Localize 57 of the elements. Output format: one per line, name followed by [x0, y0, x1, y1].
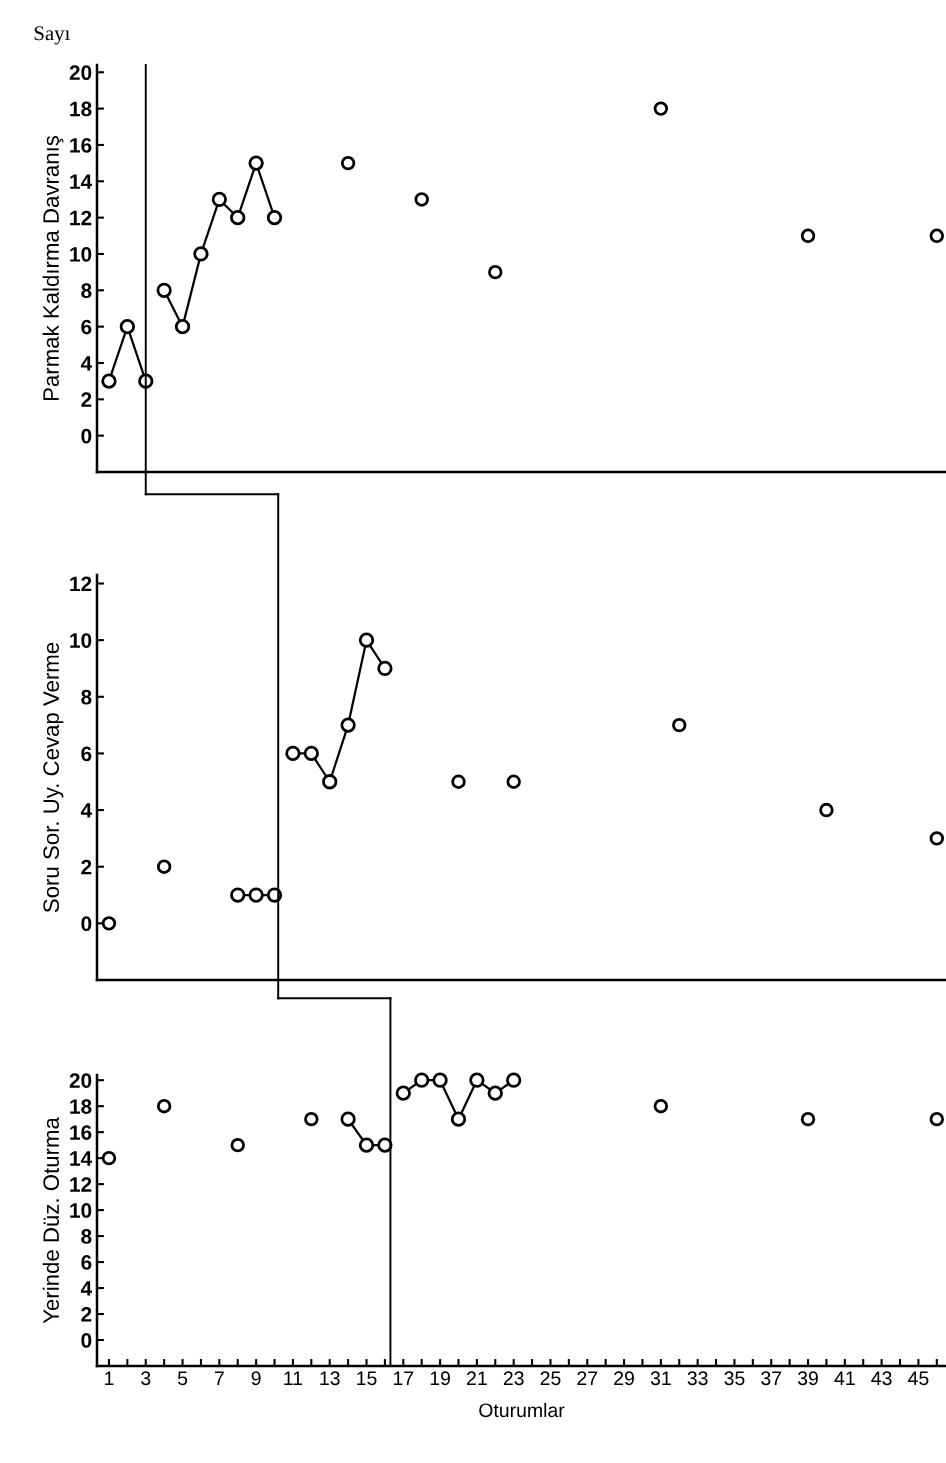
x-tick-label: 25 — [540, 1371, 561, 1386]
y-tick-label: 14 — [70, 1151, 93, 1166]
x-axis-title: Oturumlar — [479, 1402, 565, 1418]
y-tick-label: 18 — [70, 101, 92, 117]
x-tick-label: 29 — [614, 1371, 634, 1386]
y-tick-label: 10 — [70, 633, 92, 648]
y-tick-label: 10 — [70, 1203, 92, 1218]
y-tick-label: 20 — [69, 1073, 92, 1088]
x-tick-label: 11 — [284, 1371, 303, 1385]
y-tick-label: 0 — [81, 1333, 92, 1348]
y-tick-label: 4 — [80, 1281, 93, 1296]
y-tick-label: 2 — [81, 392, 92, 407]
text: Sayı — [34, 26, 70, 45]
x-tick-label: 19 — [430, 1371, 450, 1386]
y-tick-label: 12 — [70, 576, 92, 592]
x-tick-label: 3 — [141, 1371, 151, 1386]
y-axis-title: Yerinde Düz. Oturma — [42, 1117, 60, 1324]
y-tick-label: 4 — [80, 356, 93, 371]
x-tick-label: 35 — [724, 1371, 745, 1386]
y-tick-label: 2 — [81, 1307, 92, 1322]
y-tick-label: 2 — [81, 859, 92, 875]
x-tick-label: 43 — [871, 1371, 892, 1386]
x-tick-label: 9 — [251, 1371, 261, 1386]
x-tick-label: 21 — [467, 1371, 487, 1385]
y-tick-label: 0 — [81, 428, 92, 444]
y-tick-label: 14 — [70, 174, 93, 189]
y-tick-label: 6 — [81, 319, 92, 335]
y-tick-label: 6 — [81, 746, 92, 762]
y-tick-label: 12 — [70, 1177, 92, 1192]
y-tick-label: 12 — [70, 210, 92, 226]
y-tick-label: 0 — [81, 916, 92, 932]
x-tick-label: 1 — [105, 1371, 114, 1385]
x-tick-label: 7 — [214, 1371, 224, 1385]
x-tick-label: 41 — [834, 1371, 855, 1385]
y-tick-label: 18 — [70, 1099, 92, 1114]
y-tick-label: 16 — [70, 1125, 92, 1140]
x-tick-label: 27 — [577, 1371, 598, 1385]
x-tick-label: 39 — [797, 1371, 818, 1386]
x-tick-label: 17 — [393, 1371, 414, 1385]
x-tick-label: 37 — [761, 1371, 782, 1386]
x-tick-label: 33 — [687, 1371, 708, 1386]
y-tick-label: 8 — [81, 689, 92, 705]
y-tick-label: 16 — [70, 137, 92, 153]
y-tick-label: 10 — [70, 246, 92, 262]
y-axis-title: Soru Sor. Uy. Cevap Verme — [43, 642, 64, 913]
y-axis-title: Parmak Kaldırma Davranış — [42, 135, 64, 401]
y-tick-label: 8 — [81, 283, 92, 299]
x-tick-label: 31 — [650, 1371, 671, 1386]
y-tick-label: 6 — [81, 1255, 92, 1270]
y-tick-label: 4 — [80, 803, 93, 818]
x-tick-label: 5 — [177, 1371, 188, 1386]
y-tick-label: 20 — [69, 65, 92, 81]
x-tick-label: 13 — [320, 1371, 340, 1386]
x-tick-label: 15 — [357, 1371, 377, 1386]
y-tick-label: 8 — [81, 1229, 92, 1244]
x-tick-label: 23 — [503, 1371, 524, 1386]
x-tick-label: 45 — [908, 1371, 929, 1386]
